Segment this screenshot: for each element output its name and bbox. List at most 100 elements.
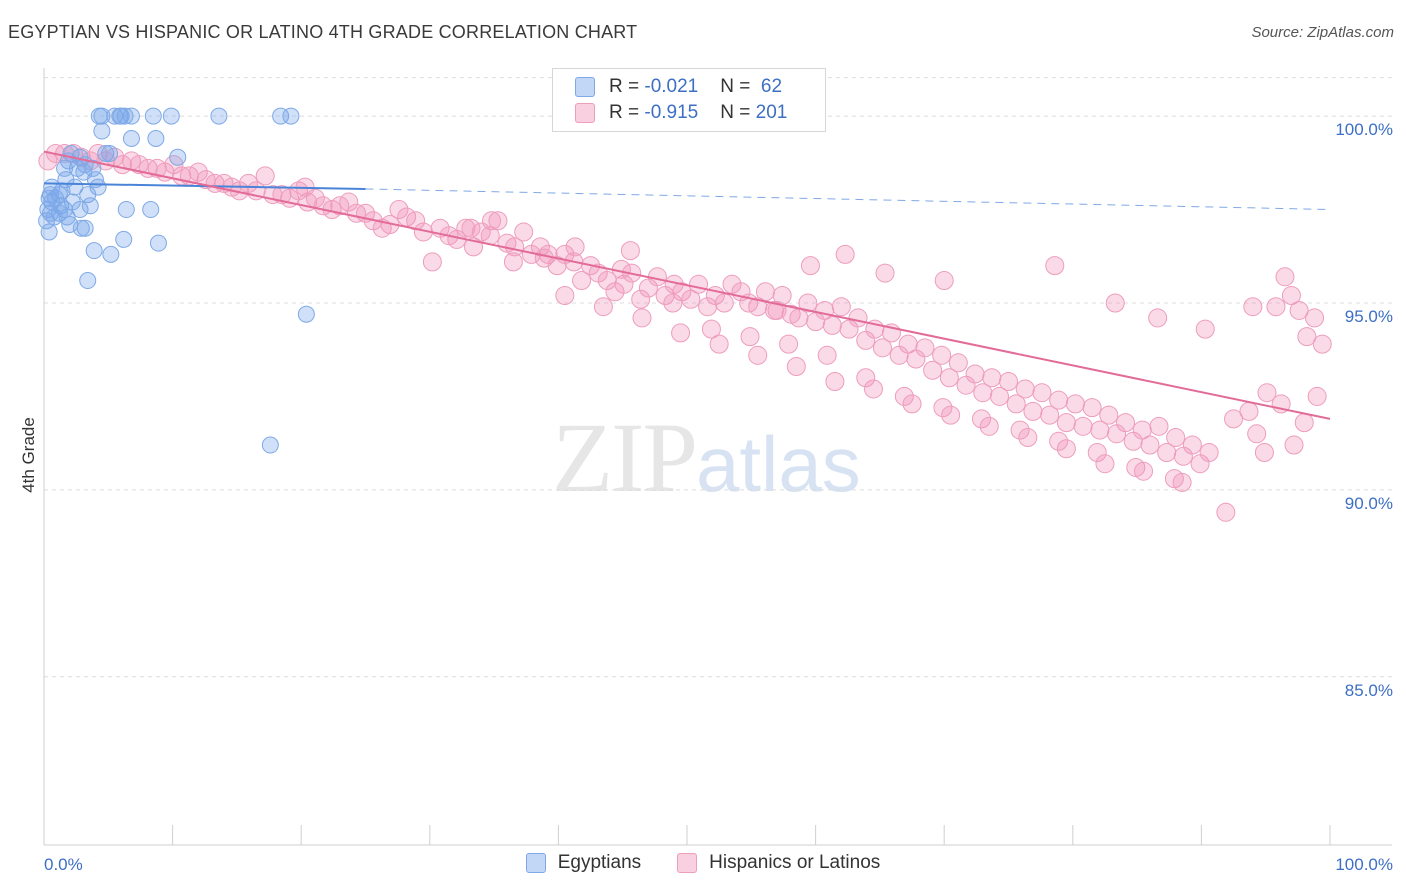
hispanic-point [1073, 416, 1093, 436]
hispanic-point [1254, 443, 1274, 462]
hispanic-point [932, 345, 952, 365]
watermark: ZIPatlas [552, 400, 861, 515]
hispanic-point [1010, 420, 1030, 440]
egyptian-point [72, 219, 90, 237]
hispanic-point [1195, 319, 1215, 339]
hispanic-point [856, 368, 876, 388]
egyptian-point [45, 208, 63, 226]
hispanic-point [1172, 472, 1192, 492]
egyptian-point [79, 272, 97, 290]
legend-label-hispanics: Hispanics or Latinos [709, 852, 881, 873]
egyptian-point [76, 219, 94, 237]
chart-title: EGYPTIAN VS HISPANIC OR LATINO 4TH GRADE… [8, 22, 638, 42]
hispanic-point [1275, 267, 1295, 287]
hispanic-point [1307, 386, 1327, 406]
hispanic-point [1049, 431, 1069, 451]
hispanic-point [1105, 293, 1125, 313]
egyptian-point [38, 212, 56, 230]
hispanic-point [530, 237, 550, 257]
hispanic-point [503, 252, 523, 272]
hispanic-point [740, 327, 760, 347]
hispanic-point [748, 345, 768, 365]
axes [43, 68, 1392, 846]
hispanic-point [1056, 439, 1076, 459]
egyptian-points [38, 107, 315, 454]
egyptian-point [63, 193, 81, 211]
hispanic-point [798, 293, 818, 313]
hispanic-point [709, 334, 729, 354]
watermark-zip: ZIP [552, 402, 698, 513]
egyptian-point [162, 107, 180, 125]
hispanic-point [863, 379, 883, 399]
hispanic-point [1140, 435, 1160, 455]
hispanic-point [965, 364, 985, 384]
hispanic-point [939, 368, 959, 388]
egyptian-point [85, 242, 103, 260]
legend-n-label: N = [720, 102, 756, 123]
hispanic-point [1247, 424, 1267, 444]
egyptian-point [142, 201, 160, 219]
hispanic-point [620, 241, 640, 261]
hispanic-point [1040, 405, 1060, 425]
egyptian-point [115, 230, 133, 248]
hispanic-point [593, 297, 613, 317]
hispanic-trend-line [43, 150, 1331, 420]
egyptian-point [53, 182, 71, 200]
hispanic-point [632, 308, 652, 328]
hispanic-point [982, 368, 1002, 388]
legend-label-egyptians: Egyptians [557, 852, 642, 873]
hispanic-point [631, 289, 651, 309]
hispanic-point [848, 308, 868, 328]
hispanic-point [1148, 308, 1168, 328]
legend-r-label: R = [609, 76, 645, 97]
hispanic-point [534, 248, 554, 268]
hispanic-point [872, 338, 892, 358]
hispanic-point [1065, 394, 1085, 414]
egyptian-point [117, 201, 135, 219]
hispanic-point [923, 360, 943, 380]
axis-labels: 85.0% 90.0% 95.0% 100.0% 0.0% 100.0% 4th Grade [19, 120, 1393, 874]
series-legend: Egyptians Hispanics or Latinos [0, 852, 1406, 874]
egyptian-trend-line [43, 182, 366, 190]
hispanic-point [1166, 428, 1186, 448]
legend-swatch-pink [677, 853, 698, 873]
hispanic-point [1199, 443, 1219, 462]
hispanic-point [488, 211, 508, 231]
egyptian-point [84, 159, 102, 177]
hispanic-point [1082, 398, 1102, 418]
egyptian-point [112, 107, 130, 125]
hispanic-point [1224, 409, 1244, 429]
egyptian-point [210, 107, 228, 125]
egyptian-point [93, 122, 111, 140]
hispanic-point [835, 244, 855, 264]
egyptian-point [282, 107, 300, 125]
grid-lines [44, 77, 1392, 678]
legend-item-egyptians[interactable]: Egyptians [525, 852, 642, 874]
legend-n-label: N = [720, 76, 756, 97]
hispanic-point [1266, 297, 1286, 317]
hispanic-point [1281, 286, 1301, 305]
legend-item-hispanics[interactable]: Hispanics or Latinos [677, 852, 880, 874]
legend-swatch-blue [575, 77, 595, 97]
hispanic-point [565, 237, 585, 257]
hispanic-point [339, 192, 359, 212]
hispanic-point [1032, 383, 1052, 403]
hispanic-point [689, 274, 709, 294]
legend-row-egyptians: R = -0.021 N = 62 [575, 75, 782, 99]
egyptian-point [79, 186, 97, 204]
egyptian-point [56, 159, 74, 177]
hispanic-point [422, 252, 442, 272]
egyptian-point [272, 107, 290, 125]
hispanic-point [1056, 413, 1076, 433]
hispanic-point [663, 293, 683, 313]
hispanic-point [1297, 327, 1317, 347]
x-tick-label: 100.0% [1335, 855, 1393, 874]
egyptian-point [97, 144, 115, 162]
egyptian-point [101, 144, 119, 162]
legend-swatch-blue [525, 853, 546, 873]
hispanic-point [681, 289, 701, 309]
egyptian-point [40, 223, 58, 241]
hispanic-point [831, 297, 851, 317]
correlation-legend: R = -0.021 N = 62 R = -0.915 N = 201 [552, 68, 826, 132]
